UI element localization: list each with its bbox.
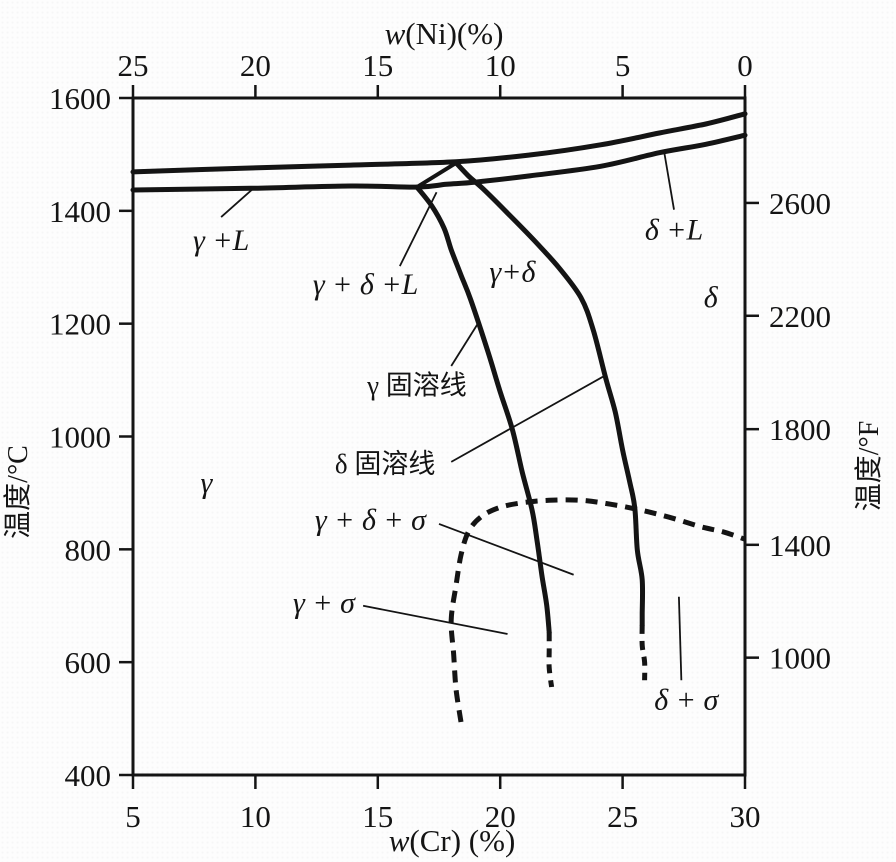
right-axis-tick-label: 2600 <box>769 186 831 221</box>
top-axis-tick-label: 0 <box>737 48 753 83</box>
annotation-layer: γ +L γ + δ +L γ+δ δ +L δ γ γ 固溶线 δ 固溶线 γ + δ + σ… <box>193 152 719 716</box>
axis-titles-layer: w(Ni)(%) w(Cr) (%) 温度/°C 温度/°F <box>2 16 885 858</box>
region-label-gamma: γ <box>201 466 214 499</box>
region-label-gamma-plus-l: γ +L <box>193 224 249 257</box>
leader-delta-solvus-annotation <box>450 375 604 463</box>
curves-layer <box>130 111 748 723</box>
plot-border <box>131 96 747 777</box>
bottom-axis-tick-label: 25 <box>607 799 638 834</box>
bottom-axis-tick-label: 10 <box>240 799 271 834</box>
curve-delta-solvus <box>453 160 646 628</box>
right-axis-tick-label: 1400 <box>769 528 831 563</box>
region-label-delta-solvus-annotation: δ 固溶线 <box>335 449 435 479</box>
bottom-axis-title-symbol: w <box>389 823 410 858</box>
top-axis-title: w(Ni)(%) <box>385 16 504 51</box>
bottom-axis-tick-label: 15 <box>362 799 393 834</box>
left-axis-tick-label: 800 <box>65 532 112 567</box>
top-axis-title-symbol: w <box>385 16 406 51</box>
top-axis-title-units: (Ni)(%) <box>405 16 503 51</box>
curve-delta-solvus-dashed-tip <box>639 624 648 681</box>
leader-gamma-delta-sigma <box>438 523 574 576</box>
curve-gamma-solvus <box>414 184 552 635</box>
region-label-gamma-solvus-annotation: γ 固溶线 <box>366 371 467 401</box>
bottom-axis-title: w(Cr) (%) <box>389 823 516 858</box>
bottom-axis-tick-label: 5 <box>125 799 141 834</box>
region-label-delta-sigma: δ + σ <box>654 683 719 716</box>
curve-solidus <box>130 132 748 193</box>
right-axis-tick-label: 2200 <box>769 299 831 334</box>
right-axis-title: 温度/°F <box>853 421 885 512</box>
bottom-axis-title-units: (Cr) (%) <box>409 823 515 858</box>
top-axis-tick-label: 5 <box>615 48 631 83</box>
region-label-gamma-delta-l: γ + δ +L <box>313 268 418 301</box>
leader-delta-sigma <box>678 596 683 681</box>
region-label-gamma-delta: γ+δ <box>489 255 536 288</box>
curve-liquidus <box>130 111 748 175</box>
left-axis-tick-label: 1400 <box>49 194 111 229</box>
left-axis-tick-label: 600 <box>65 645 112 680</box>
bottom-axis-tick-label: 20 <box>485 799 516 834</box>
leader-gamma-plus-l <box>220 188 254 218</box>
leader-gamma-sigma <box>362 604 508 635</box>
region-label-delta-plus-l: δ +L <box>645 214 703 247</box>
left-axis-title: 温度/°C <box>2 445 34 539</box>
leader-gamma-delta-l <box>399 191 438 267</box>
leader-gamma-solvus-annotation <box>450 322 479 367</box>
right-axis-tick-label: 1800 <box>769 412 831 447</box>
curve-three-phase-triangle-left-edge <box>415 160 459 190</box>
top-axis-tick-label: 10 <box>485 48 516 83</box>
top-axis-tick-label: 20 <box>240 48 271 83</box>
leader-delta-plus-l <box>663 152 675 210</box>
axes-layer: 25 20 15 10 5 0 5 10 15 20 25 30 1600 1400 1200 1000 800… <box>49 48 831 834</box>
curve-sigma-phase-boundary-dashed <box>448 497 746 723</box>
left-axis-tick-label: 1000 <box>49 420 111 455</box>
region-label-gamma-delta-sigma: γ + δ + σ <box>315 503 427 536</box>
left-axis-tick-label: 1600 <box>49 81 111 116</box>
left-axis-tick-label: 400 <box>65 758 112 793</box>
top-axis-tick-label: 25 <box>118 48 149 83</box>
bottom-axis-tick-label: 30 <box>730 799 761 834</box>
left-axis-tick-label: 1200 <box>49 307 111 342</box>
region-label-delta: δ <box>704 281 719 314</box>
right-axis-tick-label: 1000 <box>769 641 831 676</box>
curve-gamma-solvus-dashed-tip <box>546 632 555 688</box>
top-axis-tick-label: 15 <box>362 48 393 83</box>
region-label-gamma-sigma: γ + σ <box>293 586 356 619</box>
